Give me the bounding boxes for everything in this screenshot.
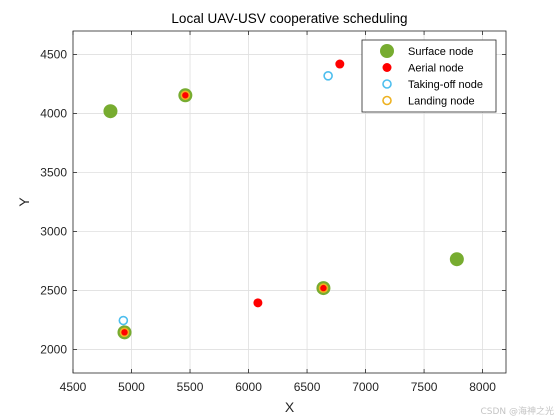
legend-label-aerial-node: Aerial node [408,63,464,75]
landing-node-point [119,327,130,338]
axis-ticks: 4500 5000 5500 6000 6500 7000 7500 8000 2000 2500… [40,31,506,394]
y-tick-label: 2500 [40,283,67,297]
x-tick-label: 5500 [177,380,204,394]
y-tick-label: 3000 [40,224,67,238]
legend-entry-taking-off-node: Taking-off node [382,79,483,91]
legend-entry-landing-node: Landing node [382,95,475,108]
series-aerial-node [119,59,345,337]
legend-marker-landing-node [382,95,392,106]
y-axis-label: Y [16,197,32,207]
x-tick-label: 8000 [469,380,496,394]
aerial-node-point [335,59,345,69]
series-taking-off-node [118,71,333,326]
x-tick-label: 6000 [235,380,262,394]
legend-entry-aerial-node: Aerial node [382,63,464,75]
taking-off-node-point [118,315,129,326]
legend-marker-taking-off-node [382,79,392,89]
series-landing-node [119,90,329,338]
x-tick-label: 7500 [411,380,438,394]
watermark: CSDN @海神之光 [480,407,554,417]
x-tick-label: 7000 [352,380,379,394]
legend-label-surface-node: Surface node [408,46,473,58]
surface-node-point [103,104,118,119]
x-axis-label: X [285,399,295,415]
aerial-node-point [180,90,190,100]
x-tick-label: 4500 [60,380,87,394]
data-markers [103,59,464,340]
aerial-node-point [119,327,129,337]
plot-border [72,30,507,374]
chart-title: Local UAV-USV cooperative scheduling [171,11,407,26]
legend-entry-surface-node: Surface node [380,44,473,58]
legend-marker-aerial-node [382,63,392,72]
y-tick-label: 3500 [40,166,67,180]
aerial-node-point [253,298,263,308]
legend: Surface node Aerial node Taking-off node La… [361,39,497,113]
taking-off-node-point [323,71,333,81]
legend-label-landing-node: Landing node [408,96,475,108]
x-tick-label: 6500 [294,380,321,394]
landing-node-point [180,90,191,101]
x-tick-label: 5000 [118,380,145,394]
legend-label-taking-off-node: Taking-off node [408,79,483,91]
aerial-node-point [318,283,328,293]
y-tick-label: 4000 [40,107,67,121]
surface-node-point [449,252,464,267]
legend-marker-surface-node [380,44,394,58]
y-tick-label: 2000 [40,342,67,356]
y-tick-label: 4500 [40,48,67,62]
landing-node-point [318,283,329,293]
